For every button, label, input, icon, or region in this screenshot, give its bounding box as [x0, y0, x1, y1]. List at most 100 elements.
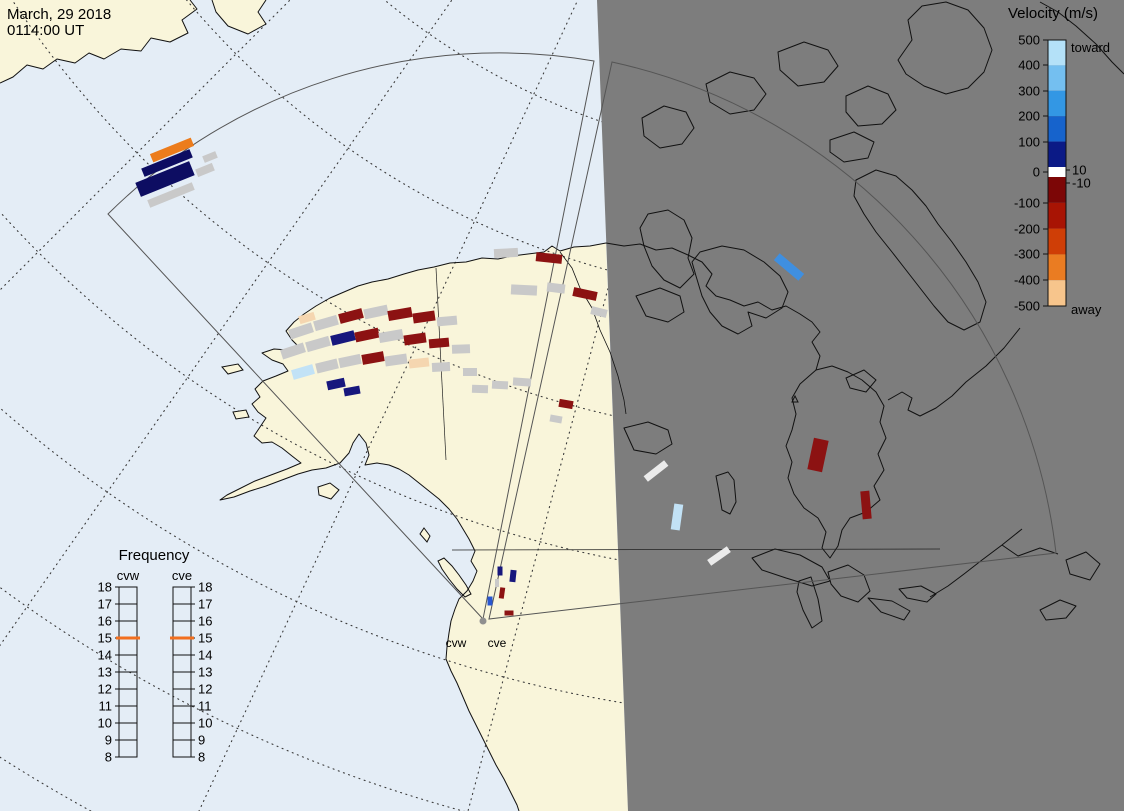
velocity-cell	[497, 566, 503, 576]
time-label: 0114:00 UT	[7, 22, 84, 39]
velocity-cell	[773, 253, 805, 281]
velocity-cell	[361, 351, 385, 365]
lake-michigan	[796, 576, 823, 629]
velocity-colorbar-segment	[1048, 116, 1066, 142]
velocity-colorbar-segment	[1048, 202, 1066, 229]
coast-southampton-island	[845, 369, 877, 393]
velocity-cell	[149, 137, 195, 163]
lake-ontario	[898, 585, 937, 603]
velocity-cells	[135, 137, 872, 616]
velocity-legend: Velocity (m/s) toward away 500 400 300 200 1…	[1008, 5, 1110, 317]
velocity-cell	[707, 546, 731, 566]
coast-arctic	[605, 242, 821, 371]
site-label-cve: cve	[488, 636, 507, 650]
velocity-cell	[147, 182, 195, 208]
velocity-cell	[378, 328, 404, 344]
frequency-tick-label: 14	[98, 648, 112, 663]
lake-huron	[827, 564, 871, 603]
coast-newfoundland	[1065, 551, 1101, 581]
velocity-cell	[428, 337, 450, 349]
velocity-cell	[338, 308, 364, 324]
velocity-cell	[510, 284, 538, 296]
coast-siberia-east	[211, 0, 267, 35]
velocity-legend-title: Velocity (m/s)	[1008, 5, 1098, 22]
lake-great-bear	[635, 287, 685, 323]
land-st-lawrence-island	[221, 363, 244, 375]
frequency-tick-label: 8	[198, 750, 205, 765]
velocity-cell	[590, 306, 608, 318]
velocity-cell	[549, 414, 563, 424]
frequency-tick-label: 12	[98, 682, 112, 697]
night-shade	[597, 0, 1124, 811]
velocity-tick-label: -100	[1014, 196, 1040, 211]
land-nunivak-island	[232, 409, 250, 420]
site-label-cvw: cvw	[446, 636, 467, 650]
frequency-tick-label: 11	[198, 699, 212, 714]
frequency-tick-label: 11	[99, 699, 113, 714]
velocity-cell	[313, 314, 339, 332]
velocity-tick-label: 500	[1018, 33, 1040, 48]
velocity-cell	[572, 287, 598, 301]
river-st-lawrence	[929, 528, 1023, 598]
velocity-cell	[431, 362, 451, 372]
coast-ungava-labrador	[887, 327, 1021, 417]
velocity-colorbar-segment	[1048, 90, 1066, 117]
toward-label: toward	[1071, 40, 1110, 55]
velocity-cell	[363, 304, 389, 320]
velocity-colorbar-outline	[1047, 39, 1067, 307]
velocity-cell	[288, 322, 314, 340]
velocity-tick-label: 400	[1018, 58, 1040, 73]
velocity-cell	[498, 587, 506, 599]
graticule-meridian	[467, 0, 628, 811]
frequency-column-label: cvw	[117, 568, 140, 583]
velocity-cell	[338, 353, 362, 369]
velocity-cell	[436, 315, 458, 327]
lake-erie	[867, 597, 911, 621]
velocity-colorbar-segment	[1048, 280, 1066, 306]
velocity-cell	[343, 385, 361, 397]
velocity-cell	[195, 162, 215, 178]
velocity-colorbar-segment	[1048, 177, 1066, 203]
velocity-cell	[451, 344, 471, 354]
frequency-tick-label: 16	[98, 614, 112, 629]
frequency-column-label: cve	[172, 568, 192, 583]
frequency-tick-label: 15	[98, 631, 112, 646]
coast-gulf-st-lawrence	[1001, 544, 1059, 557]
velocity-cell	[326, 377, 346, 391]
velocity-cell	[487, 596, 493, 606]
velocity-colorbar-segment	[1048, 65, 1066, 91]
velocity-tick-label: 10	[1072, 163, 1086, 178]
frequency-legend: Frequency cvw 18 17 16 15 14 13 12 11 10 9 8 cve 18 17…	[98, 547, 213, 765]
graticule-meridian	[198, 0, 628, 811]
frequency-tick-label: 12	[198, 682, 212, 697]
date-label: March, 29 2018	[7, 6, 111, 23]
coast-arctic-island	[641, 105, 695, 149]
frequency-tick-label: 14	[198, 648, 212, 663]
velocity-cell	[558, 398, 574, 410]
frequency-tick-label: 15	[198, 631, 212, 646]
velocity-cell	[495, 579, 499, 587]
velocity-cell	[384, 353, 408, 367]
coast-greenland	[1039, 1, 1124, 75]
velocity-cell	[643, 460, 669, 482]
velocity-cell	[135, 161, 195, 197]
velocity-cell	[512, 377, 532, 387]
river-mackenzie	[559, 251, 627, 415]
velocity-cell	[463, 368, 477, 376]
velocity-tick-label: -200	[1014, 222, 1040, 237]
coast-arctic-island	[705, 71, 767, 115]
frequency-marker	[116, 636, 140, 640]
velocity-cell	[412, 310, 436, 324]
frequency-ladders: cvw 18 17 16 15 14 13 12 11 10 9 8 cve 18 17 16 15 14 13 12…	[98, 568, 213, 765]
velocity-tick-label: -500	[1014, 299, 1040, 314]
velocity-tick-label: -10	[1072, 176, 1091, 191]
graticule-meridian	[0, 0, 628, 811]
frequency-marker	[170, 636, 194, 640]
frequency-tick-label: 13	[98, 665, 112, 680]
velocity-cell	[354, 327, 380, 343]
velocity-cell	[535, 252, 563, 264]
